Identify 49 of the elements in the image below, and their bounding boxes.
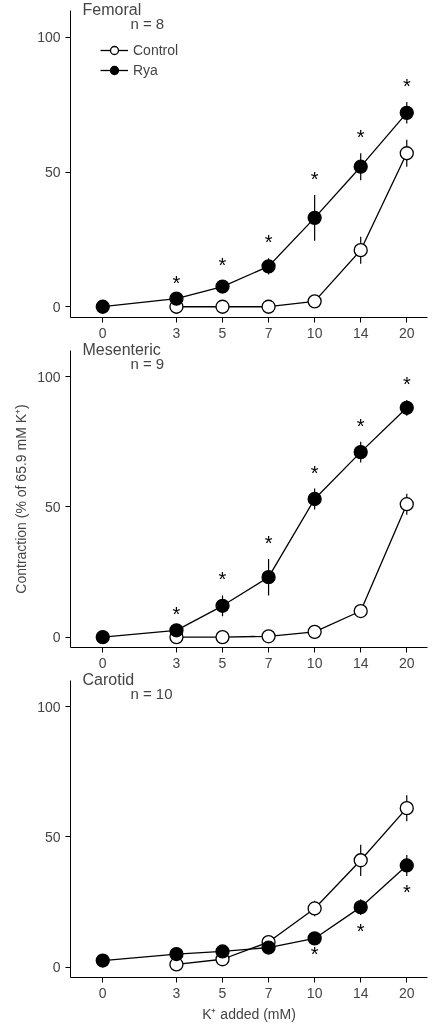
y-tick-label: 50	[44, 164, 61, 181]
y-tick-label: 0	[52, 959, 61, 976]
x-tick-label: 10	[306, 324, 323, 341]
annotation: *	[356, 414, 365, 437]
y-tick-label: 50	[44, 828, 61, 845]
annotation: *	[218, 568, 227, 591]
x-tick-label: 5	[218, 654, 227, 671]
legend-label: Rya	[133, 62, 158, 78]
annotation: *	[402, 75, 411, 98]
annotation: *	[356, 126, 365, 149]
x-tick-label: 5	[218, 984, 227, 1001]
x-axis-title: K⁺ added (mM)	[202, 1005, 296, 1022]
x-tick-label: 14	[352, 984, 369, 1001]
annotation: *	[264, 231, 273, 254]
x-tick-label: 7	[264, 654, 273, 671]
y-tick-label: 100	[37, 698, 61, 715]
y-tick-label: 0	[52, 298, 61, 315]
x-tick-label: 10	[306, 984, 323, 1001]
annotation: *	[172, 271, 181, 294]
x-tick-label: 10	[306, 654, 323, 671]
y-axis-title: Contraction (% of 65.9 mM K⁺)	[13, 404, 30, 594]
y-tick-label: 100	[37, 368, 61, 385]
annotation: *	[310, 167, 319, 190]
annotation: *	[172, 603, 181, 626]
x-tick-label: 7	[264, 324, 273, 341]
annotation: *	[356, 919, 365, 942]
y-tick-label: 50	[44, 498, 61, 515]
x-tick-label: 3	[172, 984, 181, 1001]
x-tick-label: 20	[398, 654, 415, 671]
annotation: *	[218, 254, 227, 277]
annotation: *	[310, 943, 319, 966]
annotation: *	[310, 461, 319, 484]
x-tick-label: 5	[218, 324, 227, 341]
x-tick-label: 20	[398, 324, 415, 341]
x-tick-label: 0	[98, 324, 107, 341]
x-tick-label: 14	[352, 654, 369, 671]
x-tick-label: 14	[352, 324, 369, 341]
x-tick-label: 0	[98, 654, 107, 671]
annotation: *	[402, 373, 411, 395]
annotation: *	[264, 531, 273, 554]
x-tick-label: 3	[172, 324, 181, 341]
x-tick-label: 7	[264, 984, 273, 1001]
y-tick-label: 100	[37, 29, 61, 46]
legend-label: Control	[133, 42, 179, 58]
x-tick-label: 3	[172, 654, 181, 671]
y-tick-label: 0	[52, 629, 61, 646]
x-tick-label: 20	[398, 984, 415, 1001]
x-tick-label: 0	[98, 984, 107, 1001]
annotation: *	[402, 880, 411, 903]
